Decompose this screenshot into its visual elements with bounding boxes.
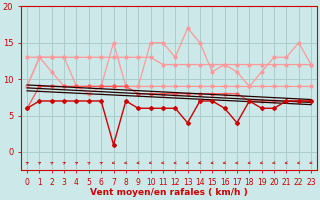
X-axis label: Vent moyen/en rafales ( km/h ): Vent moyen/en rafales ( km/h )	[90, 188, 248, 197]
